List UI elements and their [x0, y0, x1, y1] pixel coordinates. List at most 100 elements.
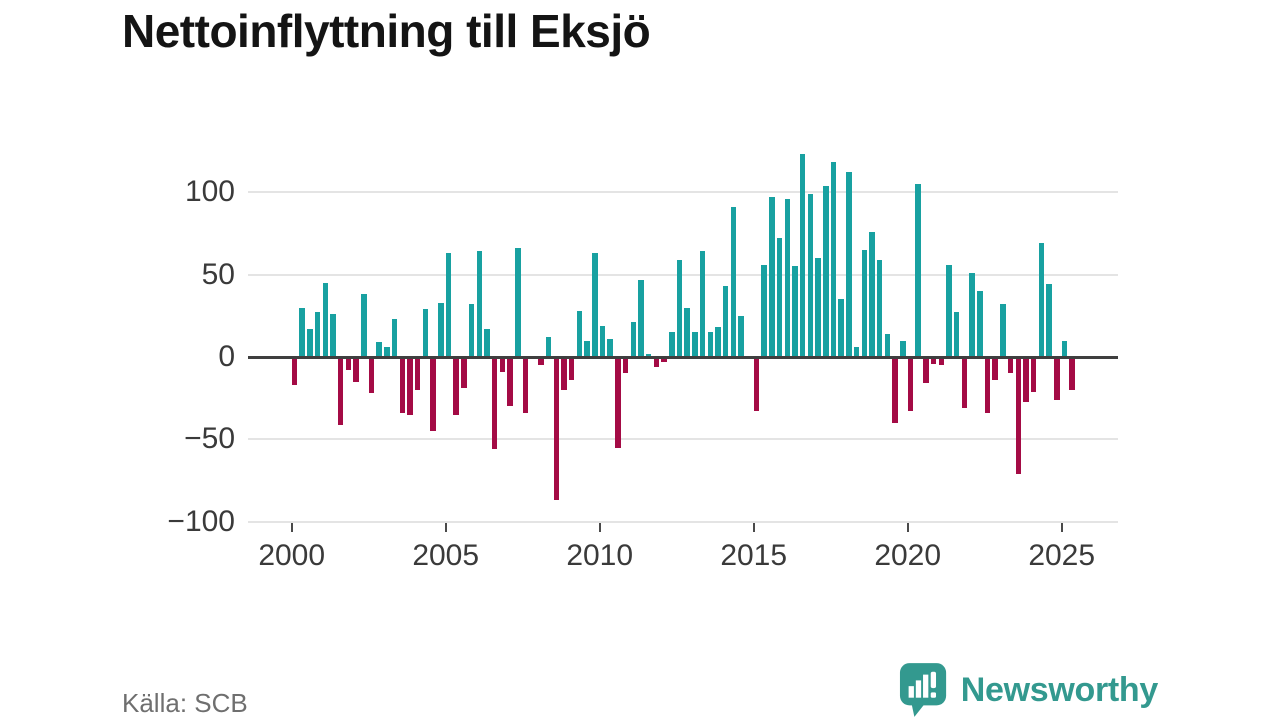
bar-2015-q2 — [761, 264, 767, 357]
x-tick-label-2000: 2000 — [258, 538, 326, 572]
bar-2023-q2 — [1007, 357, 1014, 374]
x-tick-label-2005: 2005 — [412, 538, 480, 572]
bar-2022-q3 — [984, 357, 991, 414]
bar-2003-q4 — [407, 357, 413, 415]
bar-2005-q4 — [468, 304, 475, 357]
bar-2014-q3 — [738, 315, 744, 357]
x-tick-label-2025: 2025 — [1028, 538, 1096, 572]
bar-2011-q2 — [638, 279, 644, 357]
bar-2012-q2 — [669, 332, 675, 357]
zero-axis-line — [248, 355, 1118, 359]
bar-2011-q3 — [645, 353, 652, 357]
bar-2000-q3 — [307, 328, 313, 357]
bar-2006-q3 — [491, 357, 498, 450]
newsworthy-logo-icon — [899, 662, 949, 718]
bar-2025-q1 — [1061, 340, 1068, 357]
bar-2008-q1 — [538, 357, 544, 366]
bar-2004-q2 — [422, 309, 429, 357]
y-tick-label--50: −50 — [184, 422, 235, 456]
bar-2020-q1 — [907, 357, 914, 412]
bar-2018-q3 — [861, 249, 868, 357]
bar-2004-q1 — [414, 357, 421, 390]
bar-2010-q2 — [607, 338, 613, 357]
bar-2006-q2 — [484, 328, 490, 357]
gridline-y--50 — [248, 438, 1118, 441]
bar-2022-q4 — [992, 357, 998, 381]
logo-exclaim-dot — [930, 692, 936, 698]
bar-2009-q2 — [576, 310, 583, 357]
bar-2024-q3 — [1046, 284, 1052, 357]
bar-2001-q2 — [330, 314, 336, 357]
bar-2004-q4 — [438, 302, 444, 357]
bar-2025-q2 — [1069, 357, 1075, 390]
logo-exclaim-stem — [930, 671, 936, 689]
bar-2020-q3 — [923, 357, 929, 384]
bar-2008-q2 — [545, 337, 552, 357]
logo-bubble — [899, 663, 946, 706]
bar-2012-q4 — [684, 307, 690, 357]
bar-2007-q3 — [522, 357, 529, 414]
bar-2017-q3 — [830, 162, 837, 357]
bar-2004-q3 — [430, 357, 436, 432]
bar-2016-q4 — [807, 193, 814, 357]
brand-lockup: Newsworthy — [899, 662, 1158, 718]
bar-2013-q4 — [715, 327, 721, 357]
bar-2009-q1 — [568, 357, 575, 381]
bar-2018-q4 — [869, 231, 875, 357]
bar-2021-q1 — [938, 357, 945, 366]
logo-bar-3 — [922, 674, 929, 698]
gridline-y-50 — [248, 273, 1118, 276]
bar-2015-q3 — [769, 197, 775, 357]
bar-2023-q4 — [1023, 357, 1029, 402]
bar-2012-q3 — [676, 259, 683, 357]
bar-2005-q1 — [445, 253, 452, 357]
bar-2003-q1 — [384, 347, 390, 357]
bar-2001-q4 — [345, 357, 352, 371]
bar-2017-q1 — [815, 258, 821, 357]
bar-2023-q3 — [1015, 357, 1022, 475]
bar-2017-q2 — [823, 185, 829, 357]
bar-2016-q3 — [799, 154, 806, 357]
bar-2019-q4 — [900, 340, 906, 357]
bar-2014-q1 — [722, 286, 729, 357]
logo-bubble-tail — [911, 703, 925, 717]
bar-2001-q1 — [322, 282, 329, 357]
y-tick-label-50: 50 — [201, 257, 235, 291]
x-tick-2010 — [598, 522, 601, 532]
bar-2008-q4 — [561, 357, 567, 390]
bar-2021-q4 — [961, 357, 968, 409]
bar-2007-q2 — [515, 248, 521, 357]
bar-2001-q3 — [337, 357, 344, 425]
bar-2009-q3 — [584, 340, 590, 357]
bar-2018-q1 — [846, 172, 852, 357]
y-tick-label-0: 0 — [218, 340, 235, 373]
bar-2020-q2 — [915, 183, 921, 357]
bar-2010-q1 — [599, 325, 606, 357]
gridline-y--100 — [248, 520, 1118, 523]
x-tick-label-2015: 2015 — [720, 538, 788, 572]
bar-2005-q3 — [461, 357, 467, 389]
bar-2006-q4 — [499, 357, 506, 372]
x-tick-2020 — [906, 522, 909, 532]
bar-2016-q1 — [784, 198, 791, 357]
bar-2021-q2 — [946, 264, 952, 357]
brand-wordmark: Newsworthy — [960, 670, 1159, 709]
bar-2000-q2 — [299, 307, 305, 357]
x-tick-2000 — [290, 522, 293, 532]
bar-2000-q4 — [314, 312, 321, 357]
bar-2008-q3 — [553, 357, 560, 501]
bar-2009-q4 — [592, 253, 598, 357]
bar-2021-q3 — [953, 312, 960, 357]
x-tick-2015 — [752, 522, 755, 532]
bar-2013-q3 — [707, 332, 714, 357]
bar-2020-q4 — [930, 357, 937, 364]
bar-2019-q2 — [884, 333, 891, 357]
source-label: Källa: SCB — [122, 688, 248, 718]
bar-2000-q1 — [291, 357, 298, 386]
bar-2010-q3 — [615, 357, 621, 448]
bar-2002-q1 — [353, 357, 359, 382]
bar-2003-q2 — [391, 319, 398, 357]
bar-2015-q4 — [776, 238, 783, 357]
x-tick-label-2010: 2010 — [566, 538, 634, 572]
